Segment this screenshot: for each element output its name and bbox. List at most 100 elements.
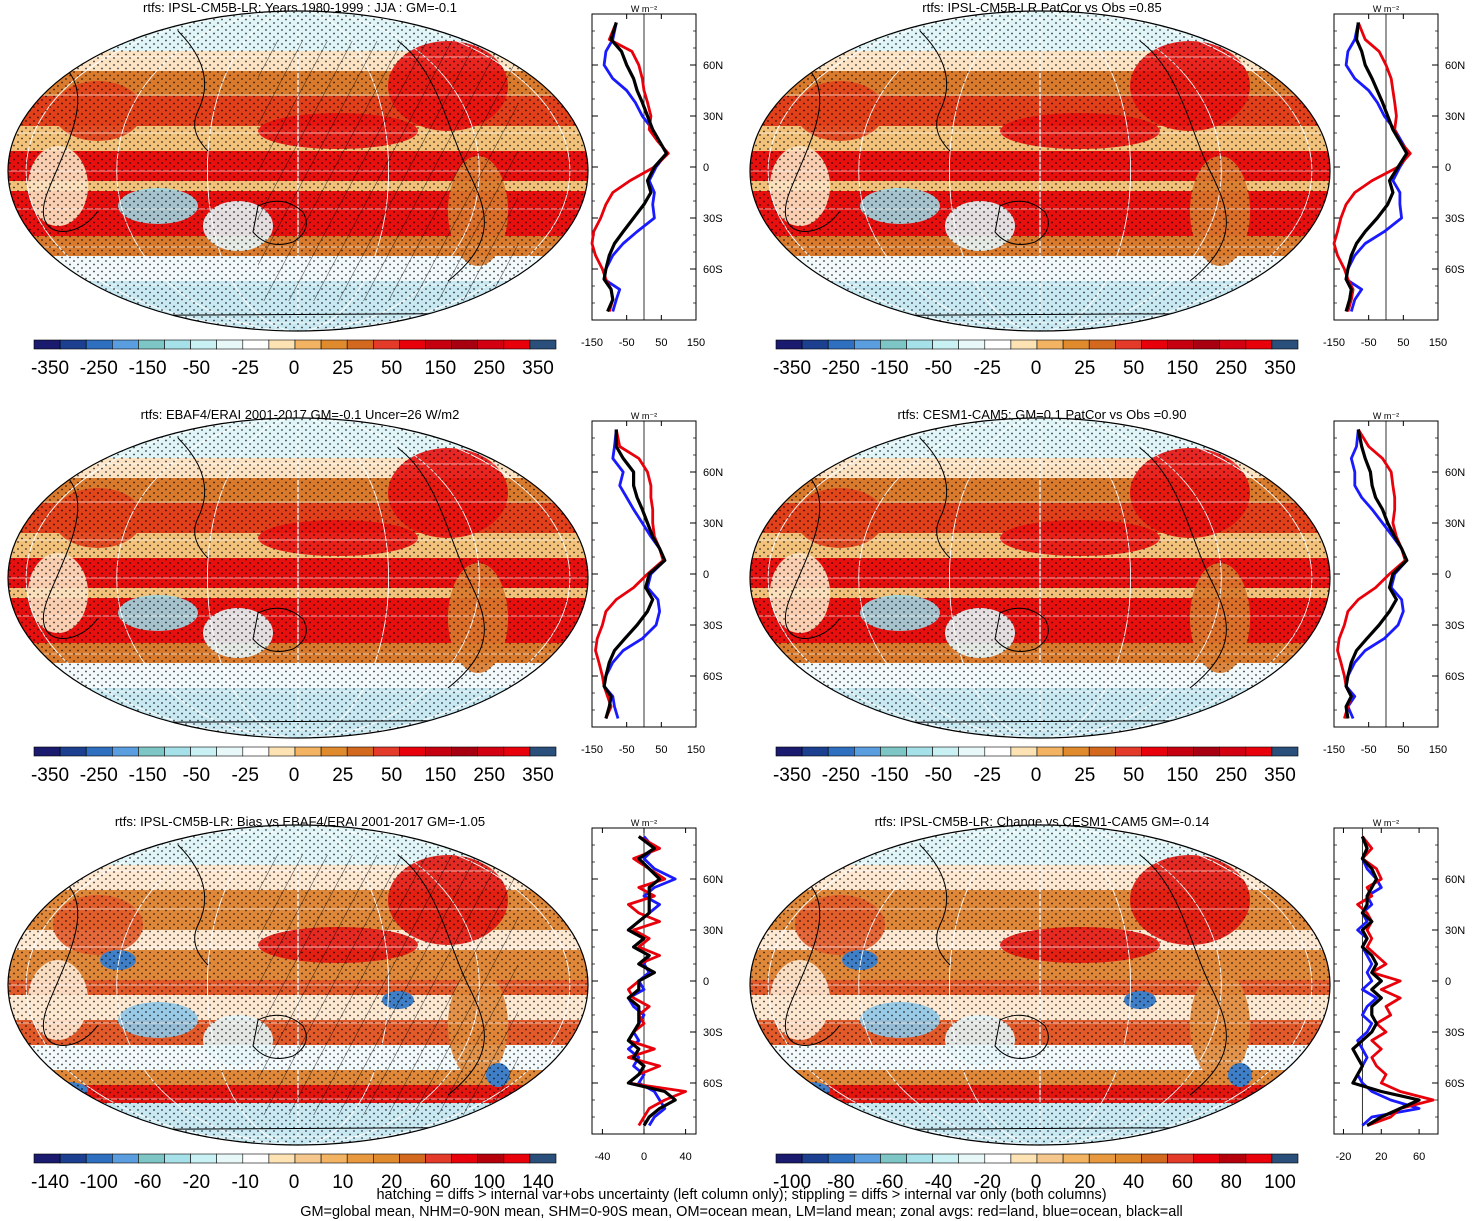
zonal-line-all <box>1344 429 1409 719</box>
colorbar-label: -50 <box>183 358 210 379</box>
lat-tick-label: 60S <box>703 264 723 276</box>
colorbar-label: 60 <box>430 1172 451 1193</box>
coastline <box>1139 40 1227 282</box>
coastline <box>252 1014 307 1059</box>
colorbar-swatch <box>827 1153 855 1164</box>
colorbar-swatch <box>320 339 348 350</box>
zonal-line-ocean <box>1356 835 1421 1127</box>
map-title: rtfs: IPSL-CM5B-LR: Years 1980-1999 : JJ… <box>143 0 457 15</box>
colorbar-swatch <box>477 1153 505 1164</box>
colorbar-label: 150 <box>425 358 457 379</box>
colorbar-label: 25 <box>1074 765 1095 786</box>
colorbar-swatch <box>1167 746 1194 757</box>
colorbar-swatch <box>294 1153 322 1164</box>
colorbar-swatch <box>984 1153 1012 1164</box>
lat-tick-label: 30S <box>1445 1027 1465 1039</box>
x-tick-label: -150 <box>581 337 603 349</box>
lat-tick-label: 0 <box>1445 976 1451 988</box>
colorbar-label: 100 <box>473 1172 505 1193</box>
lat-tick-label: 0 <box>1445 569 1451 581</box>
colorbar-swatch <box>85 746 113 757</box>
x-tick-label: 150 <box>1429 337 1447 349</box>
colorbar-swatch <box>1271 1153 1299 1164</box>
zonal-line-ocean <box>1344 429 1409 720</box>
zonal-line-land <box>1332 21 1412 312</box>
colorbar-label: 0 <box>289 1172 300 1193</box>
colorbar-label: 40 <box>1123 1172 1144 1193</box>
colorbar-swatch <box>932 1153 960 1164</box>
colorbar-swatch <box>958 339 986 350</box>
colorbar-swatch <box>59 339 87 350</box>
colorbar-swatch <box>242 746 270 757</box>
colorbar-swatch <box>1010 1153 1038 1164</box>
zonal-average-plot: 60N 30N 0 30S 60S -150 -50 50 150 W m⁻² <box>581 411 723 756</box>
world-map <box>8 11 588 331</box>
colorbar-label: 20 <box>381 1172 402 1193</box>
colorbar-label: 50 <box>1123 358 1144 379</box>
lat-tick-label: 60N <box>703 467 723 479</box>
colorbar-label: -25 <box>973 358 1000 379</box>
lat-tick-label: 60S <box>1445 264 1465 276</box>
colorbar-swatch <box>138 1153 165 1164</box>
coastline <box>1139 854 1227 1096</box>
colorbar-swatch <box>1088 339 1116 350</box>
colorbar-label: -250 <box>822 358 860 379</box>
colorbar-swatch <box>1036 746 1064 757</box>
coastline <box>919 844 951 966</box>
colorbar-label: -150 <box>871 765 909 786</box>
panel-6: rtfs: IPSL-CM5B-LR: Change vs CESM1-CAM5… <box>742 814 1482 1219</box>
colorbar-swatch <box>529 746 557 757</box>
colorbar-swatch <box>294 339 322 350</box>
panel-svg: -140 -100 -60 -20 -10 0 10 20 60 100 14060N30N030S… <box>7 818 723 1193</box>
colorbar-label: 25 <box>332 765 353 786</box>
zonal-unit: W m⁻² <box>1373 4 1399 14</box>
colorbar-swatch <box>1167 1153 1194 1164</box>
footer-line-2: GM=global mean, NHM=0-90N mean, SHM=0-90… <box>300 1204 1183 1220</box>
zonal-line-all <box>1344 22 1409 312</box>
colorbar-swatch <box>425 1153 452 1164</box>
colorbar-label: 150 <box>1167 358 1199 379</box>
x-tick-label: 150 <box>687 744 705 756</box>
colorbar-label: -150 <box>129 358 167 379</box>
colorbar-label: 0 <box>1031 358 1042 379</box>
coastline <box>42 60 99 232</box>
colorbar-swatch <box>216 746 244 757</box>
colorbar-swatch <box>1036 1153 1064 1164</box>
zonal-line-ocean <box>627 835 677 1127</box>
colorbar: -350 -250 -150 -50 -25 0 25 50 150 250 350 <box>773 746 1299 786</box>
colorbar-label: 25 <box>1074 358 1095 379</box>
map-border <box>749 10 1331 332</box>
zonal-frame <box>1333 827 1439 1135</box>
colorbar-label: -25 <box>231 358 258 379</box>
colorbar-swatch <box>346 746 374 757</box>
colorbar-label: -60 <box>876 1172 903 1193</box>
colorbar-swatch <box>477 746 505 757</box>
lat-tick-label: 0 <box>703 976 709 988</box>
colorbar-swatch <box>1036 339 1064 350</box>
colorbar: -350 -250 -150 -50 -25 0 25 50 150 250 350 <box>31 339 557 379</box>
map-border <box>7 824 589 1146</box>
colorbar-swatch <box>932 746 960 757</box>
colorbar-label: 0 <box>1031 765 1042 786</box>
coastline <box>177 30 209 152</box>
coastline <box>919 30 951 152</box>
colorbar-swatch <box>1114 1153 1142 1164</box>
zonal-average-plot: 60N 30N 0 30S 60S -40 0 40 W m⁻² <box>591 818 723 1163</box>
coastline <box>784 467 841 639</box>
lat-tick-label: 60N <box>1445 60 1465 72</box>
colorbar-label: -50 <box>925 358 952 379</box>
coastline <box>784 874 841 1046</box>
colorbar-swatch <box>1062 746 1090 757</box>
colorbar-label: 20 <box>1074 1172 1095 1193</box>
x-tick-label: 150 <box>687 337 705 349</box>
hatching <box>258 41 518 301</box>
world-map <box>8 418 588 738</box>
lat-tick-label: 30S <box>703 213 723 225</box>
colorbar-swatch <box>880 746 907 757</box>
colorbar-swatch <box>1167 339 1194 350</box>
colorbar-swatch <box>1193 1153 1221 1164</box>
colorbar-label: 25 <box>332 358 353 379</box>
zonal-unit: W m⁻² <box>1373 411 1399 421</box>
colorbar-swatch <box>138 746 165 757</box>
colorbar-swatch <box>932 339 960 350</box>
